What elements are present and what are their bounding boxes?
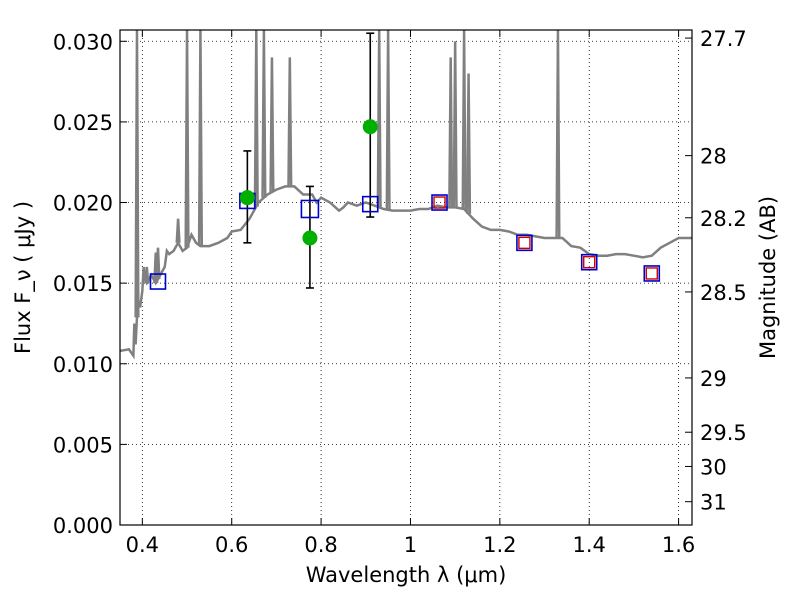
sed-line-layer	[120, 185, 692, 360]
emission-spike	[287, 57, 293, 187]
mag-tick-label: 27.7	[700, 27, 747, 51]
observed-point	[302, 230, 318, 246]
emission-line-layer	[134, 30, 561, 318]
x-axis-label: Wavelength λ (μm)	[306, 563, 507, 587]
tick-layer: 0.4 0.6 0.8 1 1.2 1.4 1.6 0.000 0.005 0.010 0.015 0…	[53, 27, 747, 557]
y-tick-label: 0.005	[53, 433, 113, 457]
x-tick-label: 1.4	[573, 533, 606, 557]
model-square-red	[645, 267, 658, 280]
mag-tick-label: 28.5	[700, 281, 747, 305]
model-square-blue	[149, 273, 167, 290]
emission-spike	[555, 30, 561, 239]
emission-spike	[144, 266, 150, 284]
model-square-red	[433, 196, 446, 209]
mag-tick-label: 29.5	[700, 421, 747, 445]
y-tick-label: 0.030	[53, 30, 113, 54]
y-tick-label: 0.020	[53, 192, 113, 216]
mag-tick-label: 30	[700, 455, 727, 479]
model-square-red	[583, 255, 596, 269]
plot-frame	[119, 29, 693, 526]
y-axis-label: Flux F_ν ( μJy )	[11, 201, 36, 354]
emission-spike	[448, 57, 454, 208]
observed-point	[239, 190, 255, 206]
y-tick-label: 0.025	[53, 111, 113, 135]
y-tick-label: 0.010	[53, 353, 113, 377]
x-tick-label: 0.8	[304, 533, 337, 557]
model-square-blue	[300, 199, 320, 219]
sed-continuum-line	[120, 185, 692, 360]
model-square-blue	[361, 195, 379, 213]
magnitude-axis-label: Magnitude (AB)	[756, 196, 780, 359]
x-tick-label: 1	[404, 533, 417, 557]
emission-spike	[253, 30, 259, 207]
observed-point	[362, 119, 378, 135]
emission-spike	[376, 30, 382, 208]
model-square-red	[518, 236, 531, 250]
mag-tick-label: 28.2	[700, 207, 747, 231]
emission-spike	[385, 30, 391, 210]
emission-spike	[155, 247, 161, 280]
emission-spike	[452, 41, 458, 208]
emission-spike	[461, 30, 467, 209]
x-tick-label: 0.4	[126, 533, 159, 557]
emission-spike	[269, 57, 275, 193]
emission-spike	[261, 30, 267, 198]
y-tick-label: 0.000	[53, 514, 113, 538]
model-square-blue	[516, 234, 533, 252]
emission-spike	[465, 73, 472, 214]
mag-tick-label: 31	[700, 491, 727, 515]
emission-spike	[134, 30, 140, 318]
emission-spike	[197, 30, 204, 247]
point-layer	[149, 119, 661, 290]
mag-tick-label: 28	[700, 145, 727, 169]
y-tick-label: 0.015	[53, 272, 113, 296]
model-square-blue	[643, 265, 661, 282]
emission-spike	[184, 30, 190, 248]
model-square-blue	[580, 253, 598, 271]
model-square-blue	[431, 194, 448, 211]
emission-spike	[175, 218, 181, 243]
x-tick-label: 1.2	[483, 533, 516, 557]
mag-tick-label: 29	[700, 367, 727, 391]
grid	[120, 30, 692, 526]
x-tick-label: 1.6	[662, 533, 695, 557]
x-tick-label: 0.6	[215, 533, 248, 557]
